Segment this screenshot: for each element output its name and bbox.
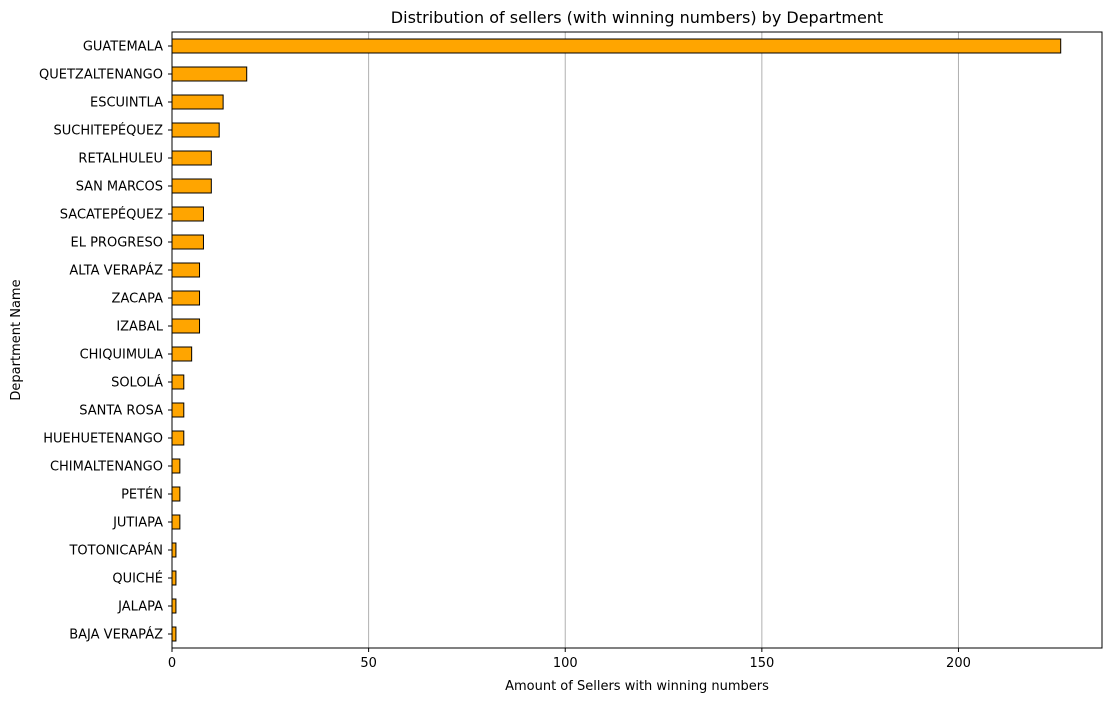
- y-tick-label: BAJA VERAPÁZ: [69, 627, 163, 643]
- bar: [171, 122, 220, 138]
- bar: [171, 514, 181, 530]
- bar: [171, 94, 224, 110]
- bar: [171, 234, 204, 250]
- bar: [171, 598, 177, 614]
- bar: [171, 38, 1062, 54]
- y-tick-label: TOTONICAPÁN: [68, 543, 163, 559]
- y-tick-label: CHIMALTENANGO: [50, 460, 163, 475]
- x-tick-label: 100: [553, 656, 578, 671]
- y-tick-labels: GUATEMALA QUETZALTENANGO ESCUINTLA SUCHITEP…: [39, 40, 164, 643]
- y-tick-label: SOLOLÁ: [111, 375, 163, 391]
- bar: [171, 346, 193, 362]
- y-tick-label: ALTA VERAPÁZ: [69, 263, 163, 279]
- bar: [171, 178, 212, 194]
- bars: [171, 38, 1062, 642]
- x-tick-labels: 0 50 100 150 200: [168, 656, 971, 671]
- x-tick-label: 50: [360, 656, 377, 671]
- y-tick-label: QUETZALTENANGO: [39, 68, 163, 83]
- chart-title: Distribution of sellers (with winning nu…: [391, 8, 883, 27]
- axes: [168, 31, 1103, 652]
- plot-frame: [171, 31, 1103, 649]
- bar: [171, 374, 185, 390]
- bar: [171, 262, 201, 278]
- gridlines: [171, 32, 959, 648]
- y-tick-label: SAN MARCOS: [76, 180, 163, 195]
- bar: [171, 150, 212, 166]
- y-tick-label: QUICHÉ: [112, 571, 163, 587]
- bar: [171, 290, 201, 306]
- x-tick-label: 0: [168, 656, 176, 671]
- y-tick-label: SANTA ROSA: [79, 404, 163, 419]
- bar: [171, 458, 181, 474]
- y-tick-label: HUEHUETENANGO: [43, 432, 163, 447]
- y-tick-label: RETALHULEU: [78, 152, 163, 167]
- x-tick-label: 200: [946, 656, 971, 671]
- x-axis-label: Amount of Sellers with winning numbers: [505, 679, 769, 694]
- y-tick-label: CHIQUIMULA: [80, 348, 164, 363]
- bar: [171, 402, 185, 418]
- bar: [171, 626, 177, 642]
- y-tick-label: JALAPA: [117, 600, 163, 615]
- y-tick-label: ZACAPA: [112, 292, 164, 307]
- y-tick-label: SACATEPÉQUEZ: [60, 207, 163, 223]
- y-tick-label: SUCHITEPÉQUEZ: [53, 123, 163, 139]
- y-tick-label: IZABAL: [116, 320, 163, 335]
- y-tick-label: ESCUINTLA: [90, 96, 163, 111]
- bar: [171, 486, 181, 502]
- y-tick-label: GUATEMALA: [83, 40, 163, 55]
- bar: [171, 542, 177, 558]
- y-tick-label: JUTIAPA: [112, 516, 163, 531]
- bar: [171, 570, 177, 586]
- bar: [171, 430, 185, 446]
- bar: [171, 206, 204, 222]
- y-tick-label: EL PROGRESO: [71, 236, 164, 251]
- x-tick-label: 150: [749, 656, 774, 671]
- y-tick-label: PETÉN: [121, 487, 163, 503]
- y-axis-label: Department Name: [9, 279, 24, 400]
- bar: [171, 318, 201, 334]
- bar: [171, 66, 248, 82]
